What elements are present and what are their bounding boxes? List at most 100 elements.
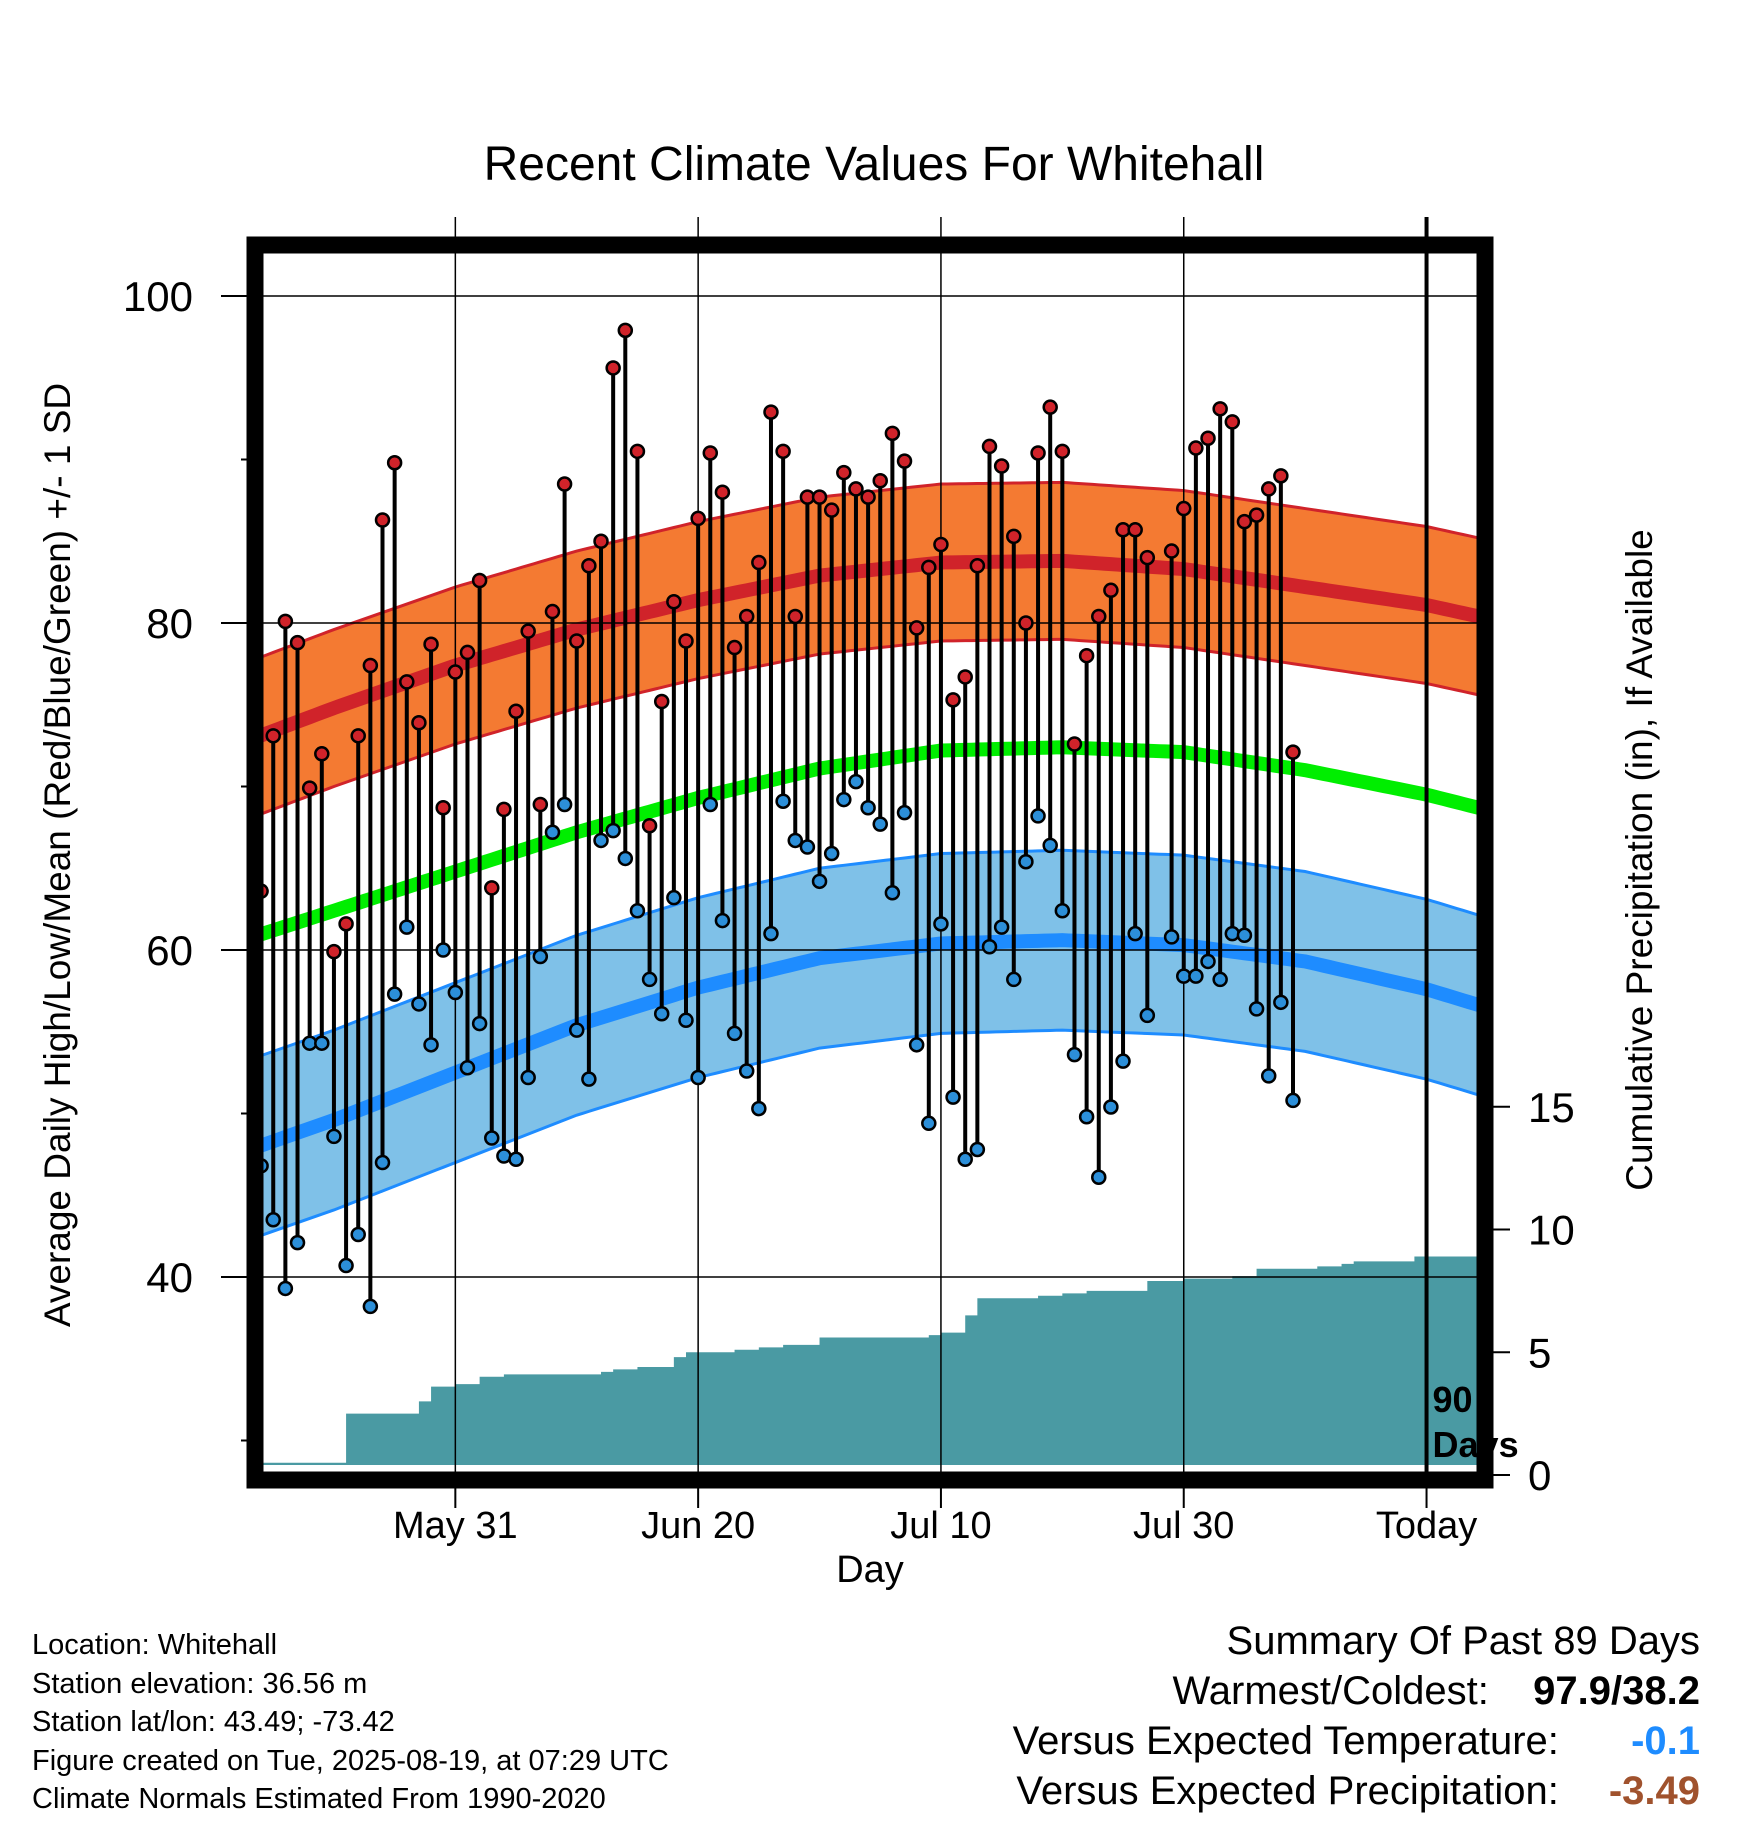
high-point xyxy=(1091,608,1107,625)
warm-cold-label: Warmest/Coldest: xyxy=(1172,1669,1489,1713)
low-point xyxy=(1054,903,1071,919)
low-point xyxy=(629,903,646,919)
y-tick-label: 100 xyxy=(123,273,193,320)
summary-title: Summary Of Past 89 Days xyxy=(1226,1619,1700,1663)
high-point xyxy=(945,692,961,708)
low-point xyxy=(1078,1109,1095,1125)
low-point xyxy=(969,1141,986,1158)
low-point xyxy=(1273,994,1289,1011)
low-normal-upper-edge xyxy=(262,848,1480,1057)
high-point xyxy=(1054,443,1071,460)
high-point xyxy=(568,633,585,649)
low-point xyxy=(775,793,791,809)
x-tick-label: Jun 20 xyxy=(641,1505,755,1547)
low-normal-line xyxy=(262,933,1480,1153)
high-point xyxy=(1066,736,1083,752)
low-point xyxy=(581,1071,597,1087)
high-point xyxy=(811,489,828,505)
high-point xyxy=(411,714,427,731)
high-point xyxy=(1224,414,1241,430)
high-point xyxy=(362,657,379,674)
low-point xyxy=(289,1234,306,1251)
low-point xyxy=(763,925,779,942)
high-point xyxy=(1078,647,1095,664)
x-tick-label: Jul 10 xyxy=(890,1505,991,1547)
low-point xyxy=(884,885,901,901)
high-point xyxy=(1139,549,1156,566)
high-point xyxy=(641,817,658,834)
high-point xyxy=(399,674,415,690)
high-point xyxy=(1212,401,1228,417)
warm-cold-value: 97.9/38.2 xyxy=(1533,1669,1700,1713)
low-point xyxy=(1115,1053,1131,1069)
high-point xyxy=(544,603,561,620)
low-point xyxy=(568,1022,585,1038)
high-point xyxy=(908,620,925,636)
low-point xyxy=(1018,853,1034,870)
x-tick-label: Today xyxy=(1376,1505,1477,1547)
low-point xyxy=(714,912,731,929)
low-point xyxy=(653,1006,670,1022)
high-point xyxy=(496,801,512,818)
normals-text: Climate Normals Estimated From 1990-2020 xyxy=(32,1783,606,1815)
low-point xyxy=(423,1037,439,1053)
low-point xyxy=(605,822,621,839)
high-point xyxy=(1200,430,1216,446)
low-point xyxy=(435,942,451,958)
high-point xyxy=(289,634,306,651)
low-point xyxy=(641,971,658,988)
high-point xyxy=(666,593,682,610)
high-point xyxy=(1006,528,1022,545)
low-point xyxy=(981,938,998,955)
high-point xyxy=(556,476,573,492)
high-point xyxy=(957,669,973,685)
low-point xyxy=(471,1015,488,1032)
low-point xyxy=(1236,927,1253,944)
low-point xyxy=(1188,968,1204,984)
low-point xyxy=(350,1226,366,1243)
y2-tick-label: 5 xyxy=(1528,1329,1551,1376)
precip-label: Versus Expected Precipitation: xyxy=(1016,1769,1559,1813)
high-point xyxy=(787,608,804,625)
high-point xyxy=(447,664,464,680)
high-point xyxy=(471,572,488,589)
climate-chart: Recent Climate Values For Whitehall 90Da… xyxy=(37,138,1660,1591)
high-point xyxy=(617,322,634,339)
high-point xyxy=(230,1074,243,1087)
high-point xyxy=(386,455,403,471)
high-point xyxy=(350,728,366,744)
high-point xyxy=(848,481,864,497)
high-point xyxy=(653,693,670,710)
y2-tick-label: 0 xyxy=(1528,1452,1551,1499)
high-point xyxy=(726,639,743,656)
low-point xyxy=(1163,929,1180,945)
high-point xyxy=(763,404,779,420)
x-tick-label: May 31 xyxy=(393,1505,518,1547)
low-point xyxy=(908,1037,925,1053)
y-axis-label: Average Daily High/Low/Mean (Red/Blue/Gr… xyxy=(37,383,78,1327)
high-point xyxy=(484,880,500,896)
low-point xyxy=(459,1059,476,1076)
high-point xyxy=(314,746,330,762)
low-point xyxy=(945,1089,961,1105)
temp-label: Versus Expected Temperature: xyxy=(1012,1719,1559,1763)
plot-frame xyxy=(246,236,1494,1489)
low-point xyxy=(1200,953,1216,970)
low-point xyxy=(399,919,415,935)
high-point xyxy=(1163,543,1180,559)
created-text: Figure created on Tue, 2025-08-19, at 07… xyxy=(32,1744,669,1777)
low-point xyxy=(362,1298,379,1315)
chart-title: Recent Climate Values For Whitehall xyxy=(484,138,1265,191)
high-point xyxy=(1018,615,1034,631)
high-point xyxy=(338,916,354,932)
precip-value: -3.49 xyxy=(1608,1769,1700,1813)
low-point xyxy=(314,1035,330,1051)
high-point xyxy=(520,623,536,639)
high-point xyxy=(459,644,476,661)
high-point xyxy=(690,510,706,527)
low-point xyxy=(933,916,949,932)
low-point xyxy=(520,1069,536,1086)
low-point xyxy=(860,800,876,816)
low-normal-lower-edge xyxy=(262,1028,1480,1237)
low-point xyxy=(738,1063,755,1079)
